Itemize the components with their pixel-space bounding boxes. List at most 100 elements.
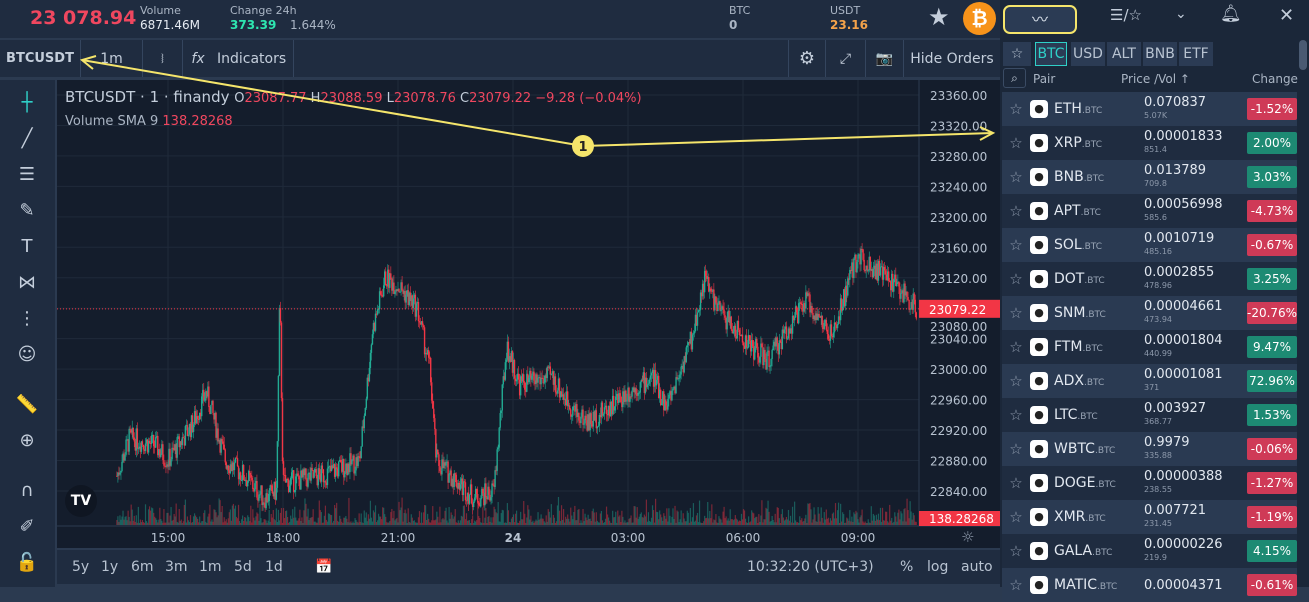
tab-favorites[interactable]: ☆ [1003,42,1031,66]
range-1y[interactable]: 1y [101,559,119,575]
scrollbar[interactable] [1299,40,1307,70]
range-6m[interactable]: 6m [131,559,154,575]
range-3m[interactable]: 3m [165,559,188,575]
star-icon[interactable]: ☆ [1009,304,1023,322]
tab-alt[interactable]: ALT [1107,42,1141,66]
star-icon[interactable]: ☆ [1009,474,1023,492]
volume-bar [121,516,123,525]
forecast-icon[interactable]: ⋮ [18,308,36,329]
pair-row[interactable]: ☆ ● DOGE.BTC 0.00000388 238.55 -1.27% [1002,466,1297,500]
volume-bar [666,508,668,525]
function-icon[interactable]: fx [191,50,205,67]
favorite-star-icon[interactable]: ★ [928,3,950,31]
pair-row[interactable]: ☆ ● SNM.BTC 0.00004661 473.94 -20.76% [1002,296,1297,330]
star-icon[interactable]: ☆ [1009,168,1023,186]
volume-bar [352,521,354,525]
volume-bar [523,501,525,525]
range-5y[interactable]: 5y [72,559,90,575]
emoji-icon[interactable]: ☺ [17,344,37,365]
indicators-button[interactable]: Indicators [214,40,294,77]
col-change[interactable]: Change [1252,72,1298,86]
pair-row[interactable]: ☆ ● ETH.BTC 0.070837 5.07K -1.52% [1002,92,1297,126]
col-price[interactable]: Price /Vol ↑ [1121,72,1190,86]
brush-icon[interactable]: ✎ [19,200,35,221]
tab-bnb[interactable]: BNB [1143,42,1177,66]
interval-button[interactable]: 1m [81,40,143,77]
volume-bar [520,511,522,525]
auto-toggle[interactable]: auto [961,559,993,575]
star-icon[interactable]: ☆ [1009,134,1023,152]
star-icon[interactable]: ☆ [1009,338,1023,356]
lock-drawing-icon[interactable]: ✐ [19,516,35,537]
volume-bar [453,516,455,525]
log-toggle[interactable]: log [927,559,949,575]
tab-usd[interactable]: USD [1071,42,1105,66]
list-favorites-icon[interactable]: ☰/☆ [1110,6,1142,24]
range-1d[interactable]: 1d [265,559,283,575]
pair-row[interactable]: ☆ ● APT.BTC 0.00056998 585.6 -4.73% [1002,194,1297,228]
hide-orders-button[interactable]: Hide Orders [910,50,994,67]
date-range-icon[interactable]: 📅 [315,559,333,575]
candle-body [614,406,616,411]
candle-body [144,443,147,452]
range-5d[interactable]: 5d [234,559,252,575]
star-icon[interactable]: ☆ [1009,270,1023,288]
symbol-button[interactable]: BTCUSDT [0,40,81,77]
range-1m[interactable]: 1m [199,559,222,575]
col-pair[interactable]: Pair [1033,72,1056,86]
percent-toggle[interactable]: % [900,559,914,575]
pair-row[interactable]: ☆ ● SOL.BTC 0.0010719 485.16 -0.67% [1002,228,1297,262]
volume-bar [560,505,563,525]
pattern-icon[interactable]: ⋈ [18,272,36,293]
crosshair-icon[interactable]: ┼ [21,92,33,113]
candle-body [364,407,366,416]
pair-row[interactable]: ☆ ● ADX.BTC 0.00001081 371 72.96% [1002,364,1297,398]
pair-row[interactable]: ☆ ● FTM.BTC 0.00001804 440.99 9.47% [1002,330,1297,364]
pair-row[interactable]: ☆ ● LTC.BTC 0.003927 368.77 1.53% [1002,398,1297,432]
star-icon[interactable]: ☆ [1009,372,1023,390]
candle-body [910,302,912,309]
settings-gear-icon[interactable]: ⚙ [788,40,826,77]
star-icon[interactable]: ☆ [1009,202,1023,220]
star-icon[interactable]: ☆ [1009,542,1023,560]
text-icon[interactable]: T [21,236,33,257]
tab-etf[interactable]: ETF [1179,42,1213,66]
pair-row[interactable]: ☆ ● WBTC.BTC 0.9979 335.88 -0.06% [1002,432,1297,466]
star-icon[interactable]: ☆ [1009,508,1023,526]
star-icon[interactable]: ☆ [1009,406,1023,424]
volume-bar [689,508,691,525]
tab-btc[interactable]: BTC [1035,42,1067,66]
volume-bar [285,510,288,525]
candle-body [745,335,748,348]
candlestick-chart[interactable]: 23360.0023320.0023280.0023240.0023200.00… [57,80,1000,548]
pair-row[interactable]: ☆ ● BNB.BTC 0.013789 709.8 3.03% [1002,160,1297,194]
trend-line-icon[interactable]: ╱ [21,128,33,149]
bitcoin-icon[interactable]: ₿ [963,2,996,35]
volume-bar [408,521,410,525]
unlock-icon[interactable]: 🔓 [15,552,39,573]
close-icon[interactable]: ✕ [1279,5,1295,26]
zoom-in-icon[interactable]: ⊕ [19,430,35,451]
search-icon[interactable]: ⌕ [1003,68,1026,88]
candle-body [907,296,909,301]
tradingview-logo[interactable]: TV [65,485,97,517]
ruler-icon[interactable]: 📏 [15,394,39,415]
fib-lines-icon[interactable]: ☰ [18,164,36,185]
star-icon[interactable]: ☆ [1009,440,1023,458]
screener-icon[interactable]: 〰 [1003,5,1077,34]
chart-area[interactable]: 23360.00 23320.00 23280.00 23240.00 23200.00… [57,80,1000,548]
fullscreen-icon[interactable]: ⤢ [826,40,866,77]
bell-icon[interactable]: 🔔︎ [1220,4,1242,24]
camera-icon[interactable]: 📷 [866,40,904,77]
pair-row[interactable]: ☆ ● GALA.BTC 0.00000226 219.9 4.15% [1002,534,1297,568]
star-icon[interactable]: ☆ [1009,236,1023,254]
candle-type-icon[interactable]: ⧘ [143,40,183,77]
volume-bar [813,507,815,525]
pair-row[interactable]: ☆ ● XRP.BTC 0.00001833 851.4 2.00% [1002,126,1297,160]
star-icon[interactable]: ☆ [1009,100,1023,118]
candle-body [420,321,423,325]
pair-row[interactable]: ☆ ● XMR.BTC 0.007721 231.45 -1.19% [1002,500,1297,534]
pair-row[interactable]: ☆ ● DOT.BTC 0.0002855 478.96 3.25% [1002,262,1297,296]
magnet-icon[interactable]: ∩ [20,480,34,501]
chevron-down-icon[interactable]: ⌄ [1175,6,1187,22]
